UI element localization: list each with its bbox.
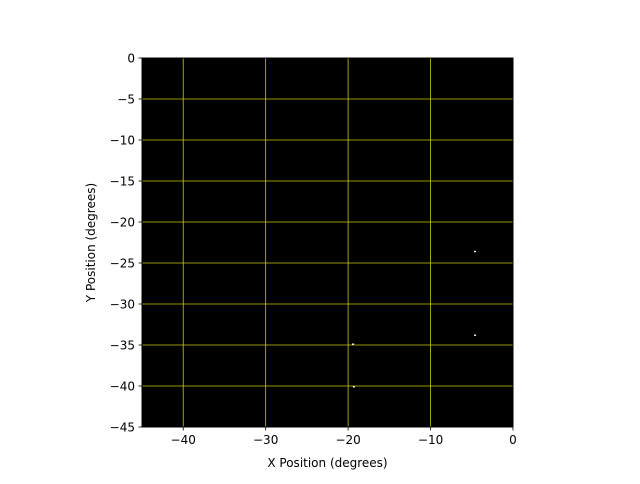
y-tick-label: −45: [110, 421, 135, 435]
data-point: [474, 250, 477, 253]
x-tick-label: −30: [253, 433, 278, 447]
data-point: [352, 343, 355, 345]
y-tick-label: −40: [110, 380, 135, 394]
y-tick-label: −10: [110, 134, 135, 148]
x-axis-label: X Position (degrees): [267, 456, 387, 470]
data-point: [352, 386, 355, 388]
y-tick-label: −5: [117, 93, 135, 107]
y-axis-label: Y Position (degrees): [84, 183, 98, 303]
x-tick-label: −10: [418, 433, 443, 447]
x-tick-label: 0: [509, 433, 517, 447]
y-tick-label: −15: [110, 175, 135, 189]
plot-background: [142, 58, 513, 427]
data-point: [474, 334, 477, 336]
x-tick-label: −20: [335, 433, 360, 447]
x-tick-label: −40: [171, 433, 196, 447]
y-tick-label: 0: [127, 52, 135, 66]
y-tick-label: −25: [110, 257, 135, 271]
y-tick-label: −30: [110, 298, 135, 312]
plot-frame: [141, 57, 514, 428]
y-tick-label: −20: [110, 216, 135, 230]
y-tick-label: −35: [110, 339, 135, 353]
